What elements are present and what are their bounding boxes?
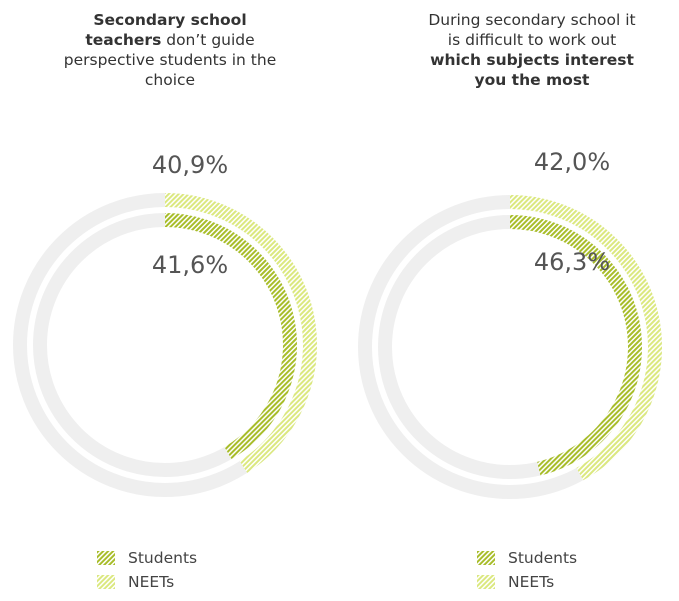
chart-panel-left: Secondary school teachers don’t guide pe…: [13, 10, 317, 594]
neets-arc: [164, 193, 317, 473]
chart-panel-right: During secondary school it is difficult …: [340, 0, 679, 601]
legend-label-students: Students: [128, 549, 198, 567]
legend-right: Students NEETs: [477, 546, 577, 594]
legend-label-students: Students: [508, 549, 578, 567]
legend-item-students: Students: [477, 546, 577, 570]
students-arc: [509, 215, 642, 476]
students-value-label: 41,6%: [152, 251, 228, 279]
title-regular-part: don’t guide perspective students in the …: [63, 31, 277, 89]
neets-value-label: 42,0%: [534, 148, 610, 176]
chart-title-left: Secondary school teachers don’t guide pe…: [55, 10, 285, 90]
neets-swatch-icon: [477, 575, 495, 589]
chart-title-right: During secondary school it is difficult …: [422, 10, 642, 90]
legend-item-students: Students: [97, 546, 197, 570]
legend-left: Students NEETs: [97, 546, 197, 594]
neets-value-label: 40,9%: [152, 151, 228, 179]
title-regular-part: During secondary school it is difficult …: [428, 11, 636, 49]
legend-label-neets: NEETs: [128, 573, 175, 591]
legend-item-neets: NEETs: [97, 570, 197, 594]
donut-chart-right: 42,0% 46,3%: [358, 148, 662, 499]
donut-chart-left: 40,9% 41,6%: [13, 151, 317, 497]
title-bold-part: which subjects interest you the most: [430, 51, 634, 89]
title-bold-part: Secondary school teachers: [85, 11, 247, 49]
students-swatch-icon: [477, 551, 495, 565]
students-arc: [164, 213, 297, 460]
legend-item-neets: NEETs: [477, 570, 577, 594]
students-value-label: 46,3%: [534, 248, 610, 276]
neets-arc: [509, 195, 662, 481]
students-swatch-icon: [97, 551, 115, 565]
legend-label-neets: NEETs: [508, 573, 555, 591]
neets-swatch-icon: [97, 575, 115, 589]
